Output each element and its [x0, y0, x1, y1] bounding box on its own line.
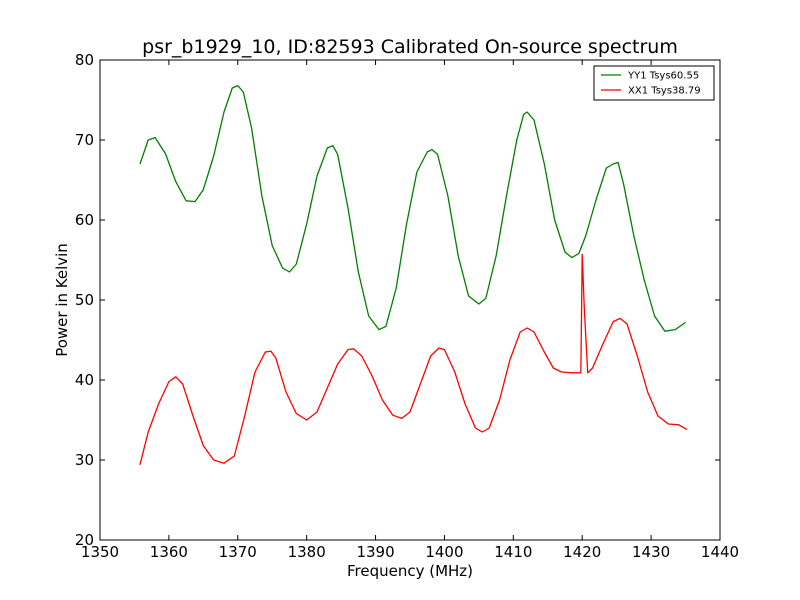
y-axis-label: Power in Kelvin	[53, 243, 71, 357]
y-tick-label: 30	[75, 451, 94, 469]
legend: YY1 Tsys60.55 XX1 Tsys38.79	[593, 65, 715, 101]
series-layer	[139, 84, 688, 465]
series-line-1	[139, 253, 688, 465]
x-tick-label: 1350	[81, 543, 119, 561]
x-tick-label: 1410	[494, 543, 532, 561]
legend-label-yy1: YY1 Tsys60.55	[627, 71, 699, 82]
y-tick-label: 60	[75, 211, 94, 229]
x-tick-label: 1380	[288, 543, 326, 561]
x-tick-label: 1420	[563, 543, 601, 561]
x-tick-label: 1400	[425, 543, 463, 561]
x-tick-label: 1370	[219, 543, 257, 561]
x-axis-label: Frequency (MHz)	[347, 562, 473, 580]
x-tick-label: 1430	[632, 543, 670, 561]
x-tick-label: 1390	[356, 543, 394, 561]
x-axis: 1350 1360 1370 1380 1390 1400 1410 1420 1430 1440	[81, 60, 739, 561]
y-tick-label: 20	[75, 531, 94, 549]
y-tick-label: 40	[75, 371, 94, 389]
series-line-0	[139, 84, 686, 332]
chart-title: psr_b1929_10, ID:82593 Calibrated On-sou…	[142, 36, 678, 58]
x-tick-label: 1360	[150, 543, 188, 561]
y-tick-label: 70	[75, 131, 94, 149]
legend-box	[593, 65, 715, 101]
x-tick-label: 1440	[701, 543, 739, 561]
legend-label-xx1: XX1 Tsys38.79	[628, 86, 701, 97]
y-tick-label: 80	[75, 51, 94, 69]
y-axis: 20 30 40 50 60 70 80	[75, 51, 720, 549]
y-tick-label: 50	[75, 291, 94, 309]
